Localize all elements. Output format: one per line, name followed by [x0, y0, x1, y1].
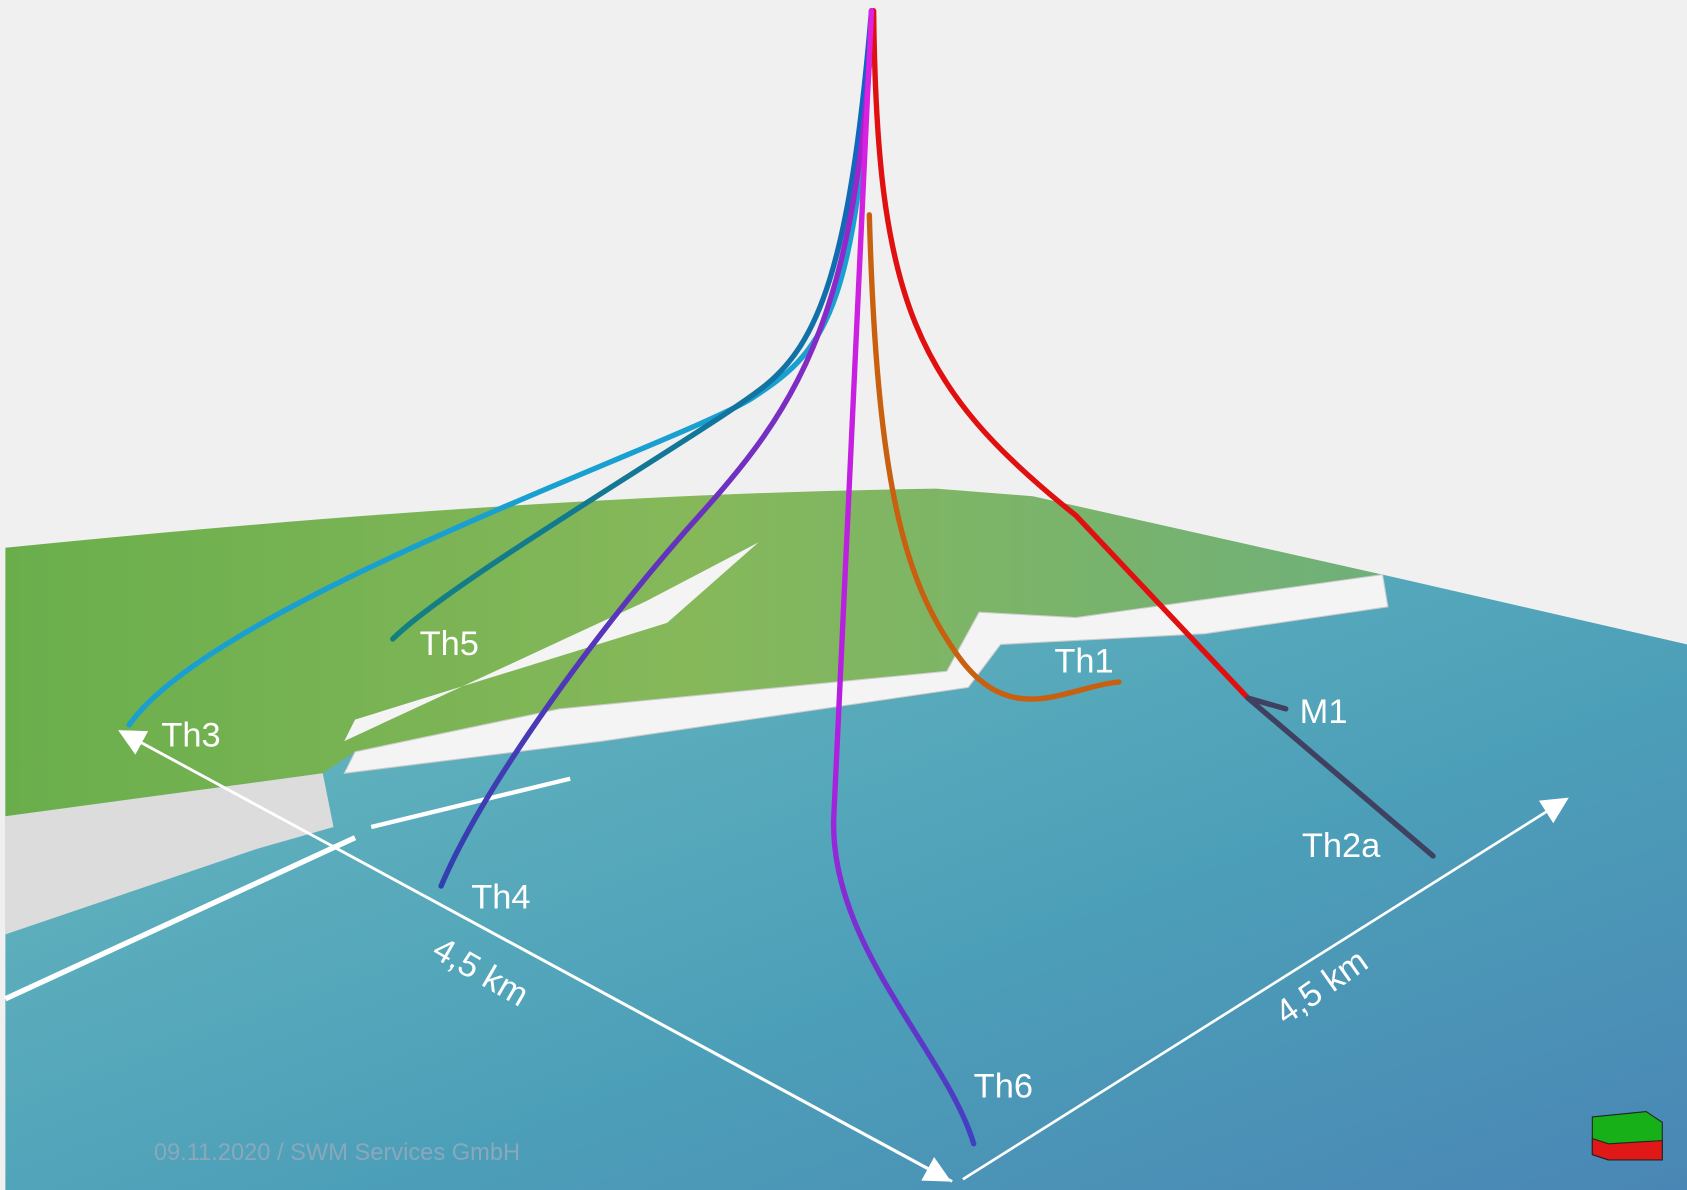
- well-label: Th3: [161, 716, 220, 754]
- well-path: [390, 8, 875, 642]
- dimension-arrow: [962, 797, 1569, 1181]
- well-label: Th4: [471, 879, 530, 917]
- well-label: Th1: [1054, 642, 1113, 680]
- orientation-icon: [1591, 1111, 1663, 1161]
- cliff-band: [344, 542, 759, 742]
- dimension-arrow: [119, 730, 952, 1182]
- cliff: [5, 773, 334, 935]
- cliff-band: [343, 573, 1389, 774]
- well-label: Th2a: [1302, 827, 1381, 865]
- footer: 09.11.2020 / SWM Services GmbH: [154, 1140, 520, 1166]
- well-path: [1245, 695, 1436, 859]
- well-path: [438, 61, 873, 889]
- well-path: [831, 8, 977, 1147]
- edge: [370, 776, 571, 830]
- well-label: Th5: [420, 625, 479, 663]
- well-label: Th6: [974, 1068, 1033, 1106]
- well-path: [866, 212, 1122, 702]
- well-path: [870, 8, 1251, 701]
- well-label: M1: [1300, 693, 1348, 731]
- edge: [4, 835, 357, 1002]
